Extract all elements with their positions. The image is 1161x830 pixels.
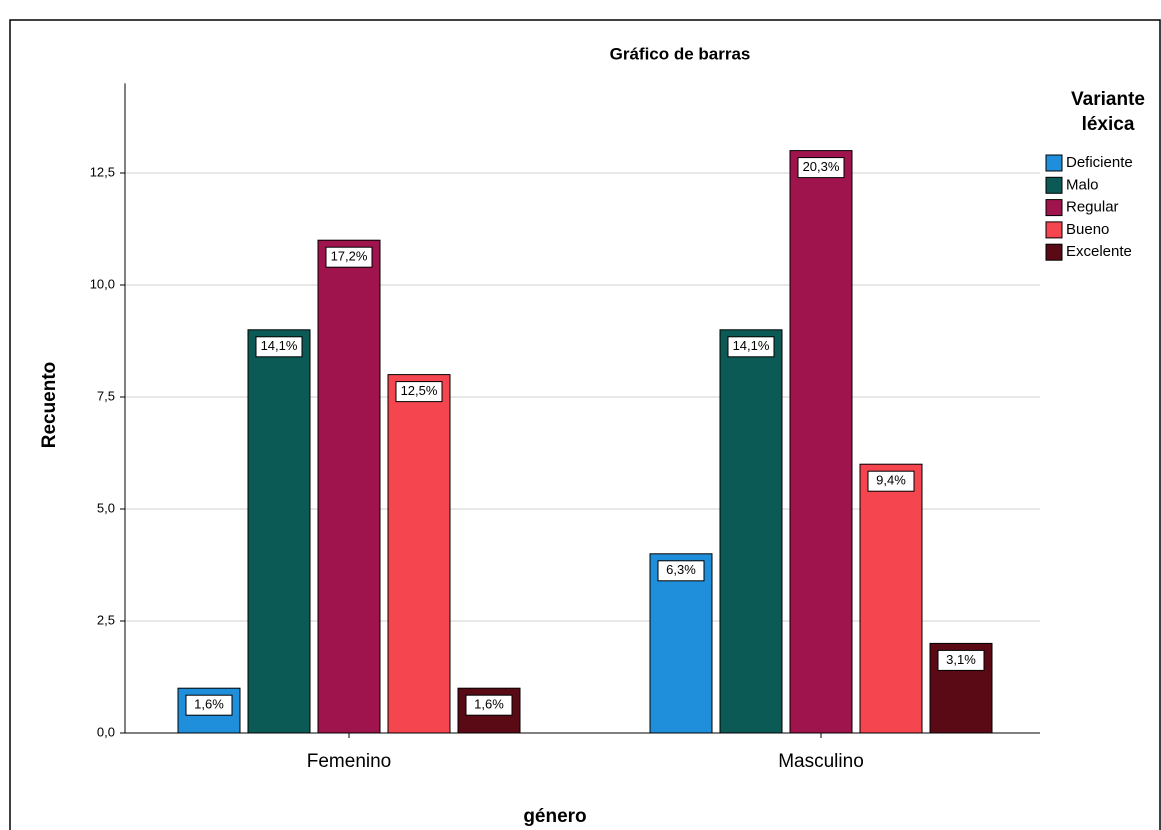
legend-title: Variante [1071,89,1145,110]
value-label: 12,5% [401,383,438,398]
bar [789,150,853,734]
x-tick-label: Femenino [307,751,392,772]
value-label: 3,1% [946,652,976,667]
value-label: 14,1% [261,338,298,353]
value-label-box [727,336,775,358]
value-label-box [657,560,705,582]
bar [317,239,381,734]
value-label: 1,6% [474,697,504,712]
value-label-box [937,649,985,671]
value-label-box [395,381,443,403]
y-tick-label: 0,0 [97,724,115,739]
x-axis-title: género [523,806,586,827]
y-axis-title: Recuento [39,362,60,449]
legend-label: Deficiente [1066,154,1133,171]
legend-swatch [1045,154,1063,172]
frame [9,19,1161,830]
x-tick-label: Masculino [778,751,864,772]
value-label: 20,3% [803,159,840,174]
value-label-box [255,336,303,358]
value-label: 17,2% [331,249,368,264]
legend-label: Malo [1066,176,1099,193]
value-label-box [465,694,513,716]
value-label: 14,1% [733,338,770,353]
y-tick-label: 2,5 [97,612,115,627]
y-tick-label: 7,5 [97,388,115,403]
legend-label: Excelente [1066,243,1132,260]
bar [387,374,451,734]
value-label-box [797,157,845,179]
value-label: 6,3% [666,562,696,577]
chart-title: Gráfico de barras [610,44,751,63]
legend-swatch [1045,199,1063,217]
value-label-box [867,470,915,492]
legend-swatch [1045,176,1063,194]
y-tick-label: 12,5 [90,164,115,179]
value-label: 9,4% [876,473,906,488]
bar [649,553,713,734]
legend-label: Regular [1066,199,1119,216]
legend-swatch [1045,243,1063,261]
y-tick-label: 10,0 [90,276,115,291]
legend-label: Bueno [1066,221,1109,238]
value-label-box [185,694,233,716]
y-tick-label: 5,0 [97,500,115,515]
value-label: 1,6% [194,697,224,712]
bar [247,329,311,734]
legend-title: léxica [1082,114,1135,135]
bar [859,463,923,734]
bar [719,329,783,734]
legend-swatch [1045,221,1063,239]
value-label-box [325,246,373,268]
